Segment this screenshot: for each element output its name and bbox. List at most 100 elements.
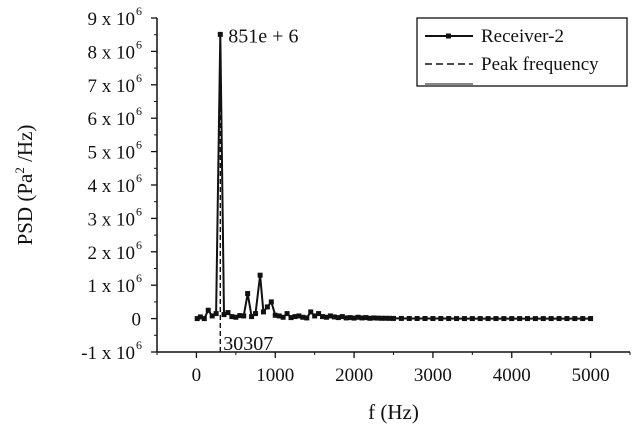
y-tick-exponent: 6 [136,37,142,51]
receiver-2-point [241,313,247,319]
receiver-2-point [430,316,436,322]
receiver-2-point [477,316,483,322]
receiver-2-point [209,313,215,319]
receiver-2-point [367,315,373,321]
legend-peak-frequency-label: Peak frequency [481,54,599,75]
y-tick-exponent: 6 [136,4,142,18]
receiver-2-point [588,316,594,322]
y-tick-exponent: 6 [136,204,142,218]
receiver-2-point [213,311,219,317]
receiver-2-point [237,313,243,319]
receiver-2-point [355,314,361,320]
receiver-2-point [580,316,586,322]
receiver-2-point [454,316,460,322]
legend-receiver-2-label: Receiver-2 [481,26,564,47]
receiver-2-point [343,315,349,321]
receiver-2-point [296,313,302,319]
y-tick-label: 9 x 10 6 [88,4,143,30]
y-tick-mantissa: 2 x 10 [88,243,136,264]
receiver-2-point [493,316,499,322]
receiver-2-point [257,272,263,278]
receiver-2-point [288,315,294,321]
y-tick-label: 7 x 10 6 [88,71,143,97]
receiver-2-point [422,315,428,321]
receiver-2-point [260,309,266,315]
receiver-2-point [312,313,318,319]
y-tick-exponent: 6 [136,171,142,185]
receiver-2-point [320,314,326,320]
annotation-layer: 851e + 6 30307 [223,25,298,355]
peak-frequency-annotation: 30307 [223,333,273,355]
y-tick-label: 6 x 10 6 [88,104,143,130]
x-tick-label: 0 [192,365,202,386]
receiver-2-point [501,316,507,322]
receiver-2-point [292,314,298,320]
receiver-2-point [264,304,270,310]
y-tick-mantissa: 5 x 10 [88,143,136,164]
receiver-2-point [272,312,278,318]
x-tick-label: 1000 [256,365,294,386]
receiver-2-point [387,315,393,321]
y-tick-label: 1 x 10 6 [88,271,143,297]
y-tick-mantissa: 3 x 10 [88,209,136,230]
y-tick-exponent: 6 [136,338,142,352]
y-tick-label: 3 x 10 6 [88,204,143,230]
peak-value-annotation: 851e + 6 [228,25,298,47]
y-tick-exponent: 6 [136,138,142,152]
receiver-2-point [556,316,562,322]
y-tick-mantissa: 0 [132,310,142,331]
receiver-2-point [414,315,420,321]
receiver-2-point [548,316,554,322]
receiver-2-point [398,315,404,321]
receiver-2-point [225,310,231,316]
legend-receiver-2-marker [446,33,451,39]
y-tick-label: 4 x 10 6 [88,171,143,197]
receiver-2-point [268,299,274,305]
legend-box [416,17,628,87]
y-tick-label: 8 x 10 6 [88,37,143,63]
y-tick-mantissa: 9 x 10 [88,9,136,30]
legend-layer: Receiver-2 Peak frequency [416,17,628,87]
receiver-2-point [525,316,531,322]
receiver-2-point [375,315,381,321]
receiver-2-point [249,314,255,320]
y-tick-label: 2 x 10 6 [88,238,143,264]
receiver-2-point [509,316,515,322]
receiver-2-point [438,316,444,322]
x-tick-label: 2000 [335,365,373,386]
y-tick-label: 5 x 10 6 [88,138,143,164]
receiver-2-point [245,291,251,297]
receiver-2-point [217,31,223,37]
receiver-2-point [564,316,570,322]
receiver-2-point [233,314,239,320]
receiver-2-point [347,315,353,321]
label-layer: f (Hz) PSD (Pa2 /Hz) [12,125,419,424]
y-axis-label: PSD (Pa2 /Hz) [12,125,37,246]
receiver-2-point [446,316,452,322]
y-tick-exponent: 6 [136,238,142,252]
receiver-2-point [485,316,491,322]
receiver-2-point [351,315,357,321]
receiver-2-point [280,314,286,320]
y-tick-label: 0 [132,310,142,331]
receiver-2-point [327,313,333,319]
receiver-2-point [469,316,475,322]
receiver-2-point [379,315,385,321]
receiver-2-point [391,315,396,321]
receiver-2-point [572,316,578,322]
receiver-2-point [383,315,389,321]
receiver-2-point [517,316,523,322]
receiver-2-point [335,315,341,321]
receiver-2-point [284,311,290,317]
y-tick-mantissa: 1 x 10 [88,276,136,297]
y-tick-exponent: 6 [136,104,142,118]
x-tick-label: 5000 [572,365,610,386]
receiver-2-point [205,307,211,313]
y-tick-mantissa: -1 x 10 [81,343,135,364]
receiver-2-point [194,316,200,322]
receiver-2-point [300,314,306,320]
receiver-2-point [229,314,235,320]
receiver-2-point [197,314,203,320]
